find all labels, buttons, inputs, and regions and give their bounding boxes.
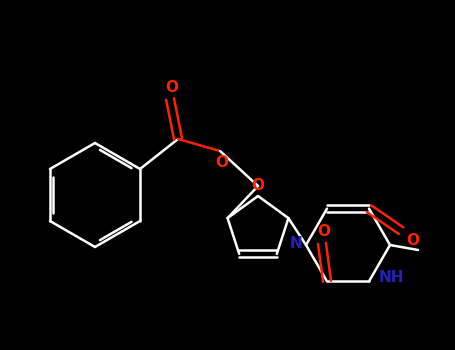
Text: N: N [290,236,303,251]
Text: O: O [318,224,330,239]
Text: O: O [166,79,178,94]
Text: O: O [216,155,228,170]
Text: O: O [252,178,264,194]
Text: O: O [406,233,420,248]
Text: NH: NH [378,270,404,285]
